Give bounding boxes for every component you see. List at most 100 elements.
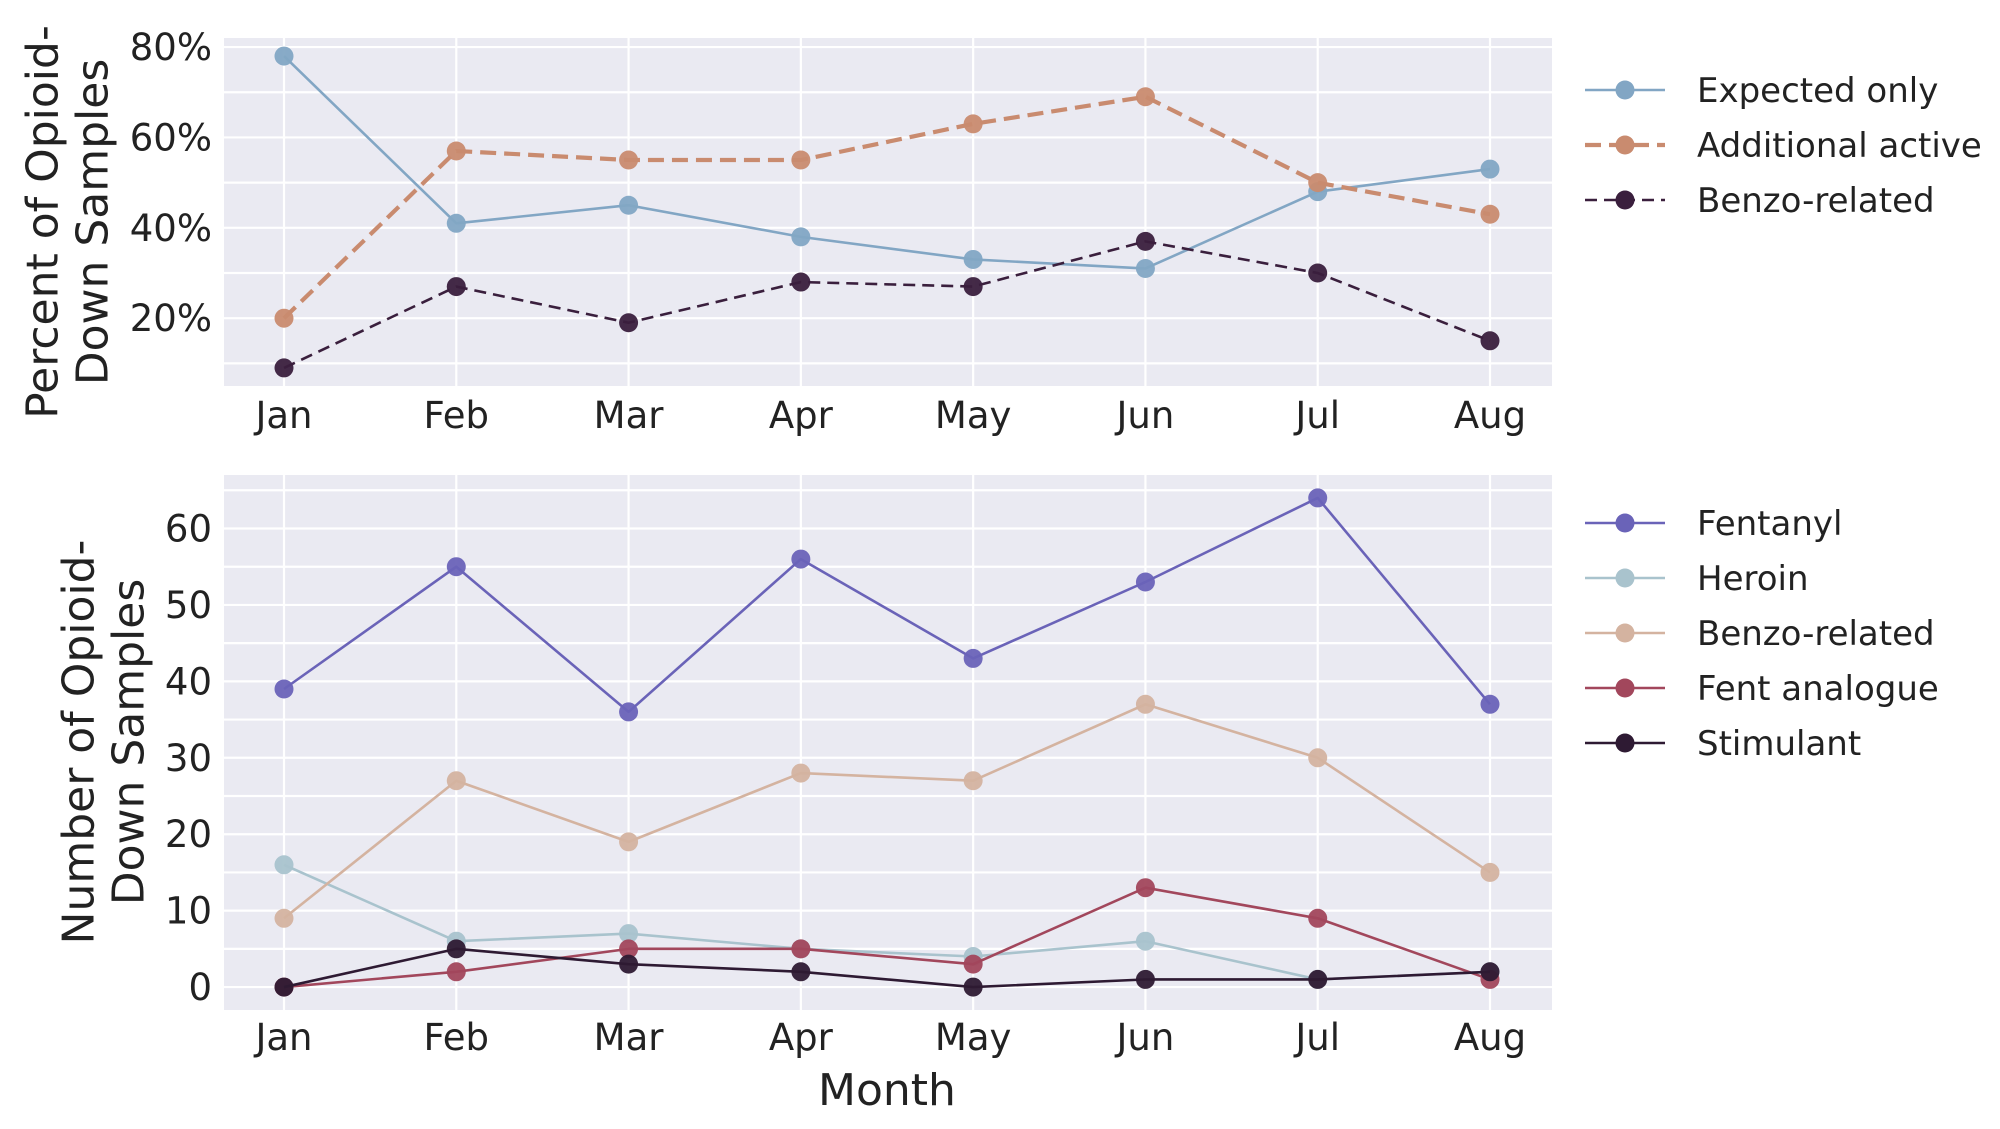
x-tick-label: Feb: [424, 394, 490, 437]
x-tick-label: Mar: [594, 394, 665, 437]
x-tick-label: May: [935, 394, 1012, 437]
x-tick-label: Feb: [424, 1016, 490, 1059]
data-point: [619, 702, 639, 722]
x-tick-label: Jan: [253, 394, 312, 437]
data-point: [274, 908, 294, 928]
data-point: [791, 227, 811, 247]
x-tick-label: Jul: [1293, 394, 1340, 437]
data-point: [274, 855, 294, 875]
legend-label: Benzo-related: [1697, 181, 1935, 221]
data-point: [963, 977, 983, 997]
x-tick-label: Mar: [594, 1016, 665, 1059]
data-point: [1480, 159, 1500, 179]
y-tick-label: 20: [165, 813, 212, 856]
x-tick-label: Aug: [1454, 394, 1526, 437]
data-point: [619, 832, 639, 852]
data-point: [963, 277, 983, 297]
y-tick-label: 40: [165, 660, 212, 703]
x-tick-label: Apr: [769, 394, 834, 437]
data-point: [963, 249, 983, 269]
data-point: [274, 679, 294, 699]
chart-panel-2: 0 10 20 30 40 50 60 Jan Feb Mar Apr May Jun Jul Aug Num…: [53, 475, 1939, 1059]
legend-label: Stimulant: [1697, 724, 1861, 764]
series-line-2: [282, 94, 1491, 320]
data-point: [274, 308, 294, 328]
data-point: [1308, 908, 1328, 928]
y-axis-label: Number of Opioid-: [53, 540, 104, 945]
data-point: [963, 954, 983, 974]
y-axis-label: Down Samples: [67, 59, 118, 386]
y-tick-label: 50: [165, 584, 212, 627]
y-tick-label: 30: [165, 737, 212, 780]
y-tick-label: 60%: [130, 116, 212, 159]
plot-area: [224, 38, 1552, 386]
data-point: [274, 46, 294, 66]
x-tick-label: Jul: [1293, 1016, 1340, 1059]
data-point: [791, 962, 811, 982]
y-tick-label: 0: [188, 966, 212, 1009]
data-point: [791, 763, 811, 783]
data-point: [1135, 258, 1155, 278]
legend-label: Benzo-related: [1697, 614, 1935, 654]
x-tick-label: Jan: [253, 1016, 312, 1059]
x-tick-label: May: [935, 1016, 1012, 1059]
plot-area: [224, 475, 1552, 1010]
legend-label: Fentanyl: [1697, 504, 1842, 544]
data-point: [791, 939, 811, 959]
data-point: [619, 924, 639, 944]
data-point: [446, 771, 466, 791]
data-point: [446, 277, 466, 297]
legend-marker: [1615, 190, 1635, 210]
x-tick-label: Apr: [769, 1016, 834, 1059]
x-tick-label: Jun: [1115, 394, 1175, 437]
legend-label: Expected only: [1697, 71, 1938, 111]
data-point: [1135, 878, 1155, 898]
data-point: [1480, 862, 1500, 882]
x-tick-label: Aug: [1454, 1016, 1526, 1059]
legend-marker: [1615, 568, 1635, 588]
data-point: [619, 150, 639, 170]
series-line-4: [283, 886, 1491, 989]
series-line-1: [283, 496, 1491, 714]
legend-marker: [1615, 135, 1635, 155]
y-axis-label: Down Samples: [103, 579, 154, 906]
data-point: [1308, 263, 1328, 283]
data-point: [1135, 87, 1155, 107]
data-point: [619, 954, 639, 974]
series-line-3: [283, 240, 1491, 370]
y-tick-label: 10: [165, 890, 212, 933]
data-point: [1480, 694, 1500, 714]
data-point: [1135, 572, 1155, 592]
y-tick-label: 80%: [130, 26, 212, 69]
data-point: [1480, 331, 1500, 351]
chart-panel-1: 20% 40% 60% 80% Jan Feb Mar Apr May Jun Jul Aug Perc…: [17, 25, 1981, 437]
data-point: [1480, 962, 1500, 982]
data-point: [274, 977, 294, 997]
data-point: [446, 557, 466, 577]
legend-label: Heroin: [1697, 559, 1809, 599]
data-point: [619, 313, 639, 333]
data-point: [1135, 931, 1155, 951]
data-point: [446, 962, 466, 982]
series-line-3: [283, 702, 1491, 920]
legend-marker: [1615, 513, 1635, 533]
data-point: [1308, 748, 1328, 768]
data-point: [791, 272, 811, 292]
legend-marker: [1615, 623, 1635, 643]
series-line-5: [283, 947, 1491, 989]
data-point: [1308, 488, 1328, 508]
legend-marker: [1615, 80, 1635, 100]
y-tick-label: 20%: [130, 297, 212, 340]
x-tick-label: Jun: [1115, 1016, 1175, 1059]
data-point: [791, 150, 811, 170]
data-point: [963, 648, 983, 668]
data-point: [619, 939, 639, 959]
legend-marker: [1615, 733, 1635, 753]
data-point: [1135, 694, 1155, 714]
data-point: [1135, 231, 1155, 251]
data-point: [963, 771, 983, 791]
data-point: [619, 195, 639, 215]
data-point: [1308, 969, 1328, 989]
legend-label: Fent analogue: [1697, 669, 1939, 709]
